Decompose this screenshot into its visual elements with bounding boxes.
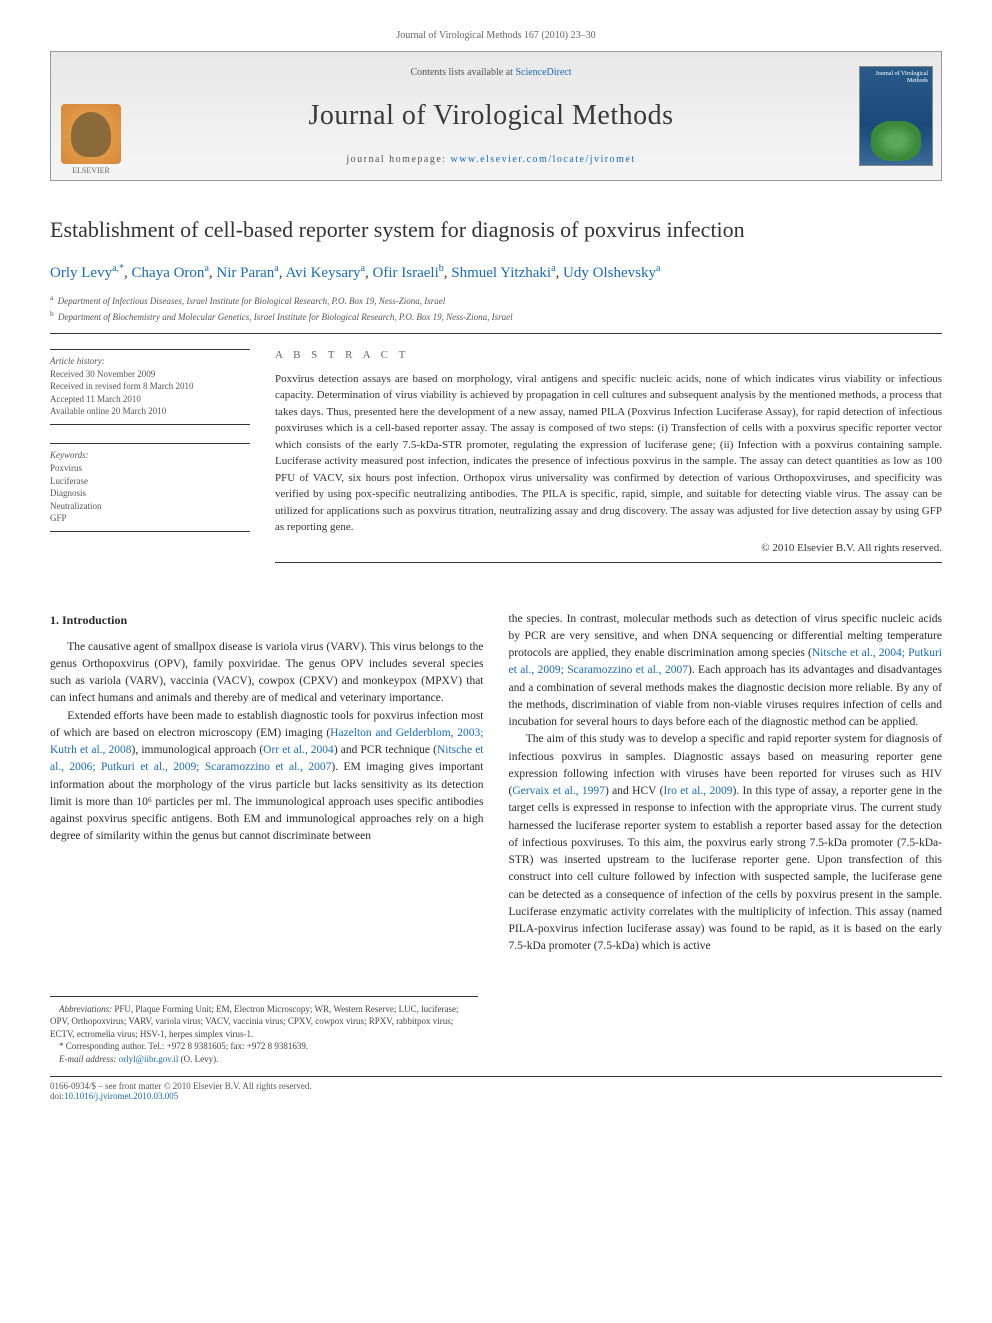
author-affil-marker: a,* xyxy=(112,263,124,274)
abstract-text: Poxvirus detection assays are based on m… xyxy=(275,371,942,536)
cover-thumb-title: Journal of Virological Methods xyxy=(864,71,928,84)
author-affil-marker: a xyxy=(204,263,208,274)
contents-line: Contents lists available at ScienceDirec… xyxy=(141,67,841,78)
email-footnote: E-mail address: orlyl@iibr.gov.il (O. Le… xyxy=(50,1053,478,1066)
contents-prefix: Contents lists available at xyxy=(410,67,515,78)
elsevier-tree-icon xyxy=(61,104,121,164)
banner-center: Contents lists available at ScienceDirec… xyxy=(131,52,851,180)
journal-banner: ELSEVIER Contents lists available at Sci… xyxy=(50,51,942,181)
left-column: 1. Introduction The causative agent of s… xyxy=(50,611,484,956)
affiliation-line: a Department of Infectious Diseases, Isr… xyxy=(50,292,942,309)
keyword-item: Poxvirus xyxy=(50,462,250,475)
ref-link[interactable]: Iro et al., 2009 xyxy=(663,785,732,797)
author-list: Orly Levya,*, Chaya Orona, Nir Parana, A… xyxy=(50,263,942,282)
divider-rule xyxy=(50,333,942,334)
publisher-name: ELSEVIER xyxy=(72,166,110,175)
author-affil-marker: b xyxy=(439,263,444,274)
corresponding-author-footnote: * Corresponding author. Tel.: +972 8 938… xyxy=(50,1040,478,1053)
article-title: Establishment of cell-based reporter sys… xyxy=(50,216,942,245)
author-affil-marker: a xyxy=(274,263,278,274)
publisher-block: ELSEVIER xyxy=(51,52,131,180)
homepage-link[interactable]: www.elsevier.com/locate/jviromet xyxy=(451,154,636,165)
meta-abstract-row: Article history: Received 30 November 20… xyxy=(50,349,942,571)
keyword-item: Luciferase xyxy=(50,475,250,488)
author-affil-marker: a xyxy=(551,263,555,274)
keyword-item: GFP xyxy=(50,512,250,525)
history-received: Received 30 November 2009 xyxy=(50,368,250,381)
abstract-heading: A B S T R A C T xyxy=(275,349,942,361)
abstract-column: A B S T R A C T Poxvirus detection assay… xyxy=(275,349,942,571)
abstract-bottom-rule xyxy=(275,562,942,563)
section-1-heading: 1. Introduction xyxy=(50,611,484,629)
journal-title: Journal of Virological Methods xyxy=(141,100,841,132)
author-affil-marker: a xyxy=(656,263,660,274)
doi-link[interactable]: 10.1016/j.jviromet.2010.03.005 xyxy=(64,1091,178,1101)
cover-thumb-image xyxy=(871,121,921,161)
intro-p4: The aim of this study was to develop a s… xyxy=(509,731,943,955)
history-accepted: Accepted 11 March 2010 xyxy=(50,393,250,406)
history-heading: Article history: xyxy=(50,356,250,366)
journal-homepage: journal homepage: www.elsevier.com/locat… xyxy=(141,154,841,165)
author-affil-marker: a xyxy=(361,263,365,274)
homepage-prefix: journal homepage: xyxy=(346,154,450,165)
author-link[interactable]: Orly Levy xyxy=(50,265,112,281)
ref-link[interactable]: Orr et al., 2004 xyxy=(263,744,334,756)
email-link[interactable]: orlyl@iibr.gov.il xyxy=(119,1054,179,1064)
page-footer: 0166-0934/$ – see front matter © 2010 El… xyxy=(50,1076,942,1101)
meta-sidebar: Article history: Received 30 November 20… xyxy=(50,349,250,571)
footnotes: Abbreviations: PFU, Plaque Forming Unit;… xyxy=(50,996,478,1066)
history-revised: Received in revised form 8 March 2010 xyxy=(50,380,250,393)
keyword-item: Diagnosis xyxy=(50,487,250,500)
article-history: Article history: Received 30 November 20… xyxy=(50,349,250,425)
author-link[interactable]: Shmuel Yitzhaki xyxy=(451,265,551,281)
affiliation-list: a Department of Infectious Diseases, Isr… xyxy=(50,292,942,325)
author-link[interactable]: Udy Olshevsky xyxy=(563,265,656,281)
author-link[interactable]: Nir Paran xyxy=(216,265,274,281)
keywords-heading: Keywords: xyxy=(50,450,250,460)
author-link[interactable]: Ofir Israeli xyxy=(373,265,439,281)
abbreviations-footnote: Abbreviations: PFU, Plaque Forming Unit;… xyxy=(50,1003,478,1041)
right-column: the species. In contrast, molecular meth… xyxy=(509,611,943,956)
body-columns: 1. Introduction The causative agent of s… xyxy=(50,611,942,956)
abstract-copyright: © 2010 Elsevier B.V. All rights reserved… xyxy=(275,542,942,554)
running-header: Journal of Virological Methods 167 (2010… xyxy=(50,30,942,41)
history-online: Available online 20 March 2010 xyxy=(50,405,250,418)
journal-cover-thumbnail: Journal of Virological Methods xyxy=(859,66,933,166)
doi-line: doi:10.1016/j.jviromet.2010.03.005 xyxy=(50,1091,942,1101)
keyword-item: Neutralization xyxy=(50,500,250,513)
author-link[interactable]: Avi Keysary xyxy=(285,265,360,281)
intro-p3: the species. In contrast, molecular meth… xyxy=(509,611,943,732)
keywords-block: Keywords: PoxvirusLuciferaseDiagnosisNeu… xyxy=(50,443,250,532)
author-link[interactable]: Chaya Oron xyxy=(132,265,205,281)
affiliation-line: b Department of Biochemistry and Molecul… xyxy=(50,308,942,325)
ref-link[interactable]: Gervaix et al., 1997 xyxy=(512,785,605,797)
cover-block: Journal of Virological Methods xyxy=(851,52,941,180)
intro-p2: Extended efforts have been made to estab… xyxy=(50,708,484,846)
sciencedirect-link[interactable]: ScienceDirect xyxy=(515,67,571,78)
issn-line: 0166-0934/$ – see front matter © 2010 El… xyxy=(50,1081,942,1091)
intro-p1: The causative agent of smallpox disease … xyxy=(50,639,484,708)
